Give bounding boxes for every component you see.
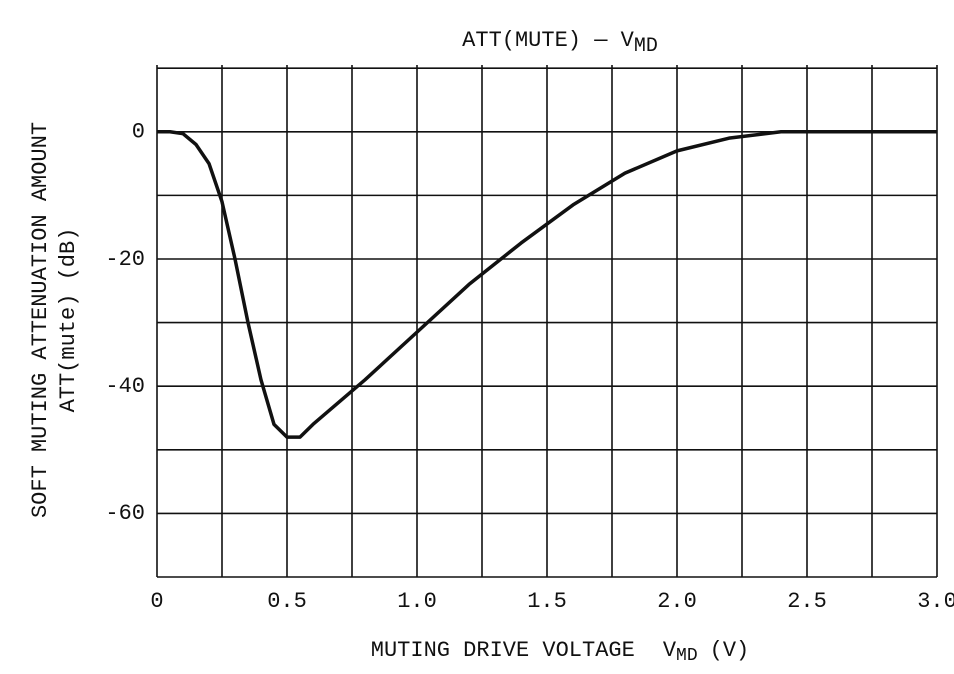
x-tick-label: 0 bbox=[150, 589, 163, 614]
x-tick-label: 0.5 bbox=[267, 589, 307, 614]
y-axis-label: ATT(mute) (dB) bbox=[56, 228, 81, 413]
x-tick-label: 2.0 bbox=[657, 589, 697, 614]
y-tick-label: -40 bbox=[105, 374, 145, 399]
x-tick-label: 3.0 bbox=[917, 589, 954, 614]
y-tick-label: 0 bbox=[132, 120, 145, 145]
x-tick-label: 1.5 bbox=[527, 589, 567, 614]
y-tick-label: -60 bbox=[105, 501, 145, 526]
data-line bbox=[157, 130, 937, 439]
x-tick-label: 2.5 bbox=[787, 589, 827, 614]
chart-title: ATT(MUTE) — VMD bbox=[462, 28, 658, 58]
y-tick-label: -20 bbox=[105, 247, 145, 272]
x-tick-label: 1.0 bbox=[397, 589, 437, 614]
x-axis-label: MUTING DRIVE VOLTAGE VMD (V) bbox=[371, 638, 749, 666]
y-axis-label: SOFT MUTING ATTENUATION AMOUNT bbox=[28, 122, 53, 518]
